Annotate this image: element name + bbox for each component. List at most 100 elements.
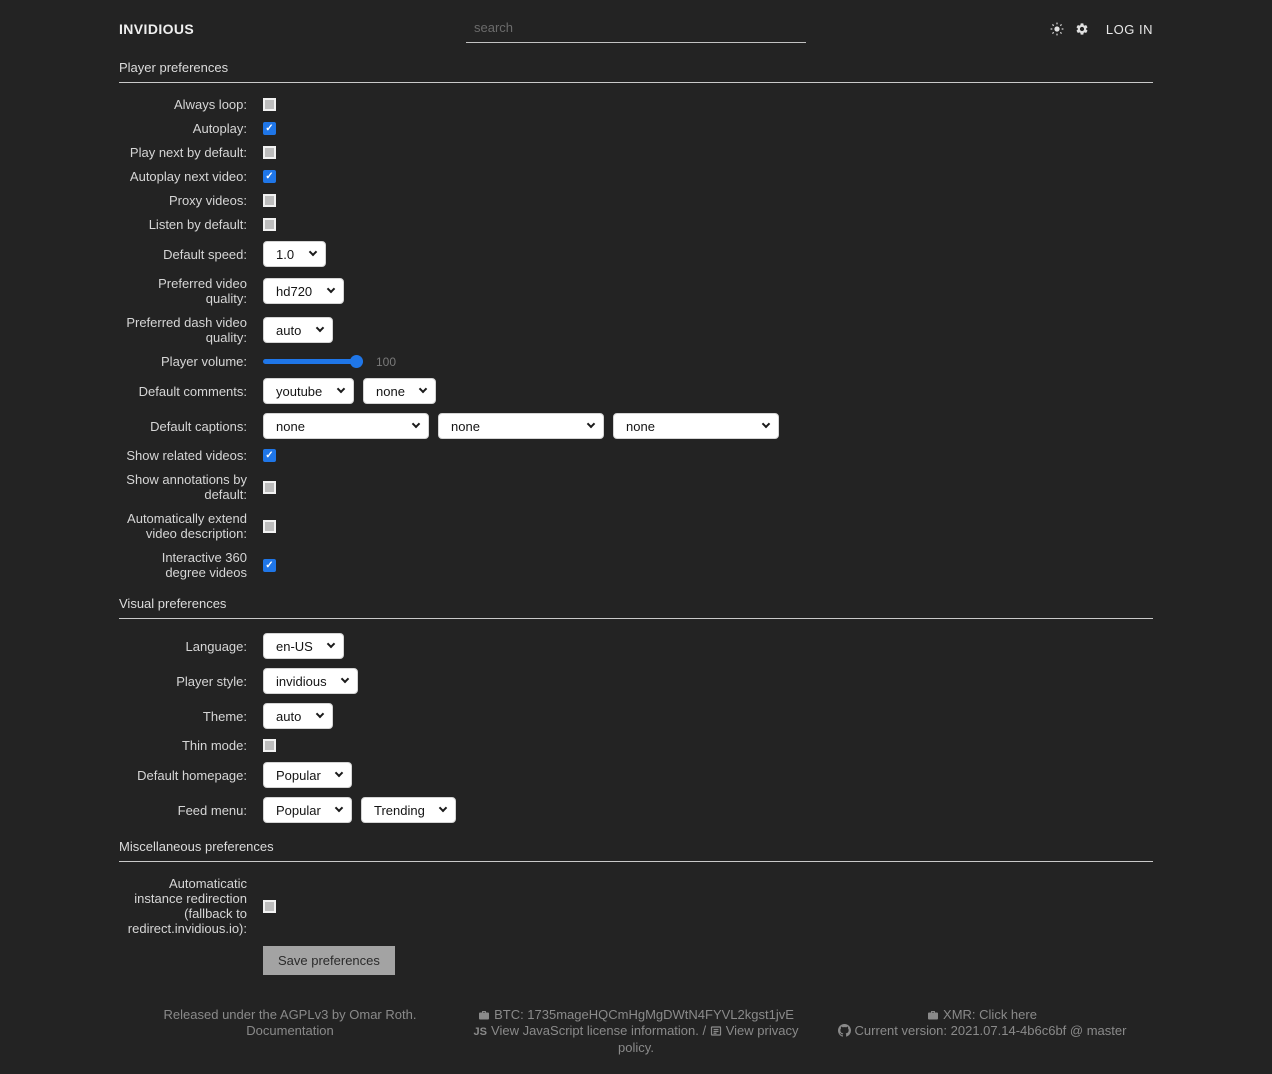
pref-row-save: Save preferences <box>119 946 1153 975</box>
pref-label-annotations: Show annotations by default: <box>126 472 247 502</box>
select-feed-menu[interactable]: Popular <box>263 797 352 823</box>
pref-control-player-style: invidious <box>263 668 367 694</box>
js-license-link[interactable]: View JavaScript license information. <box>491 1022 699 1038</box>
pref-row-language: Language: en-US <box>119 633 1153 659</box>
xmr-icon <box>927 1009 939 1021</box>
select-wrap-default-comments: youtube <box>263 378 354 404</box>
checkbox-always-loop[interactable] <box>263 98 276 111</box>
checkbox-related-videos[interactable]: ✓ <box>263 449 276 462</box>
pref-row-vr-mode: Interactive 360 degree videos ✓ <box>119 550 1153 580</box>
pref-control-automatic-instance-redirect <box>263 899 276 913</box>
select-wrap-preferred-quality: hd720 <box>263 278 344 304</box>
license-text: Released under the AGPLv3 by Omar Roth. <box>163 1007 417 1022</box>
pref-row-thin-mode: Thin mode: <box>119 738 1153 753</box>
pref-label-proxy-videos: Proxy videos: <box>168 193 247 208</box>
checkbox-thin-mode[interactable] <box>263 739 276 752</box>
pref-label-listen-by-default: Listen by default: <box>148 217 247 232</box>
checkbox-play-next[interactable] <box>263 146 276 159</box>
version-link[interactable]: 2021.07.14-4b6c6bf @ master <box>950 1022 1127 1038</box>
select-default-captions[interactable]: none <box>263 413 429 439</box>
sun-icon[interactable] <box>1050 22 1064 36</box>
checkbox-proxy-videos[interactable] <box>263 194 276 207</box>
footer-center: BTC: 1735mageHQCmHgMgDWtN4FYVL2kgst1jvE … <box>461 1007 811 1056</box>
pref-label-default-speed: Default speed: <box>163 246 247 262</box>
pref-control-default-homepage: Popular <box>263 762 361 788</box>
select-preferred-quality[interactable]: hd720 <box>263 278 344 304</box>
pref-control-preferred-dash-quality: auto <box>263 317 342 343</box>
select-default-captions[interactable]: none <box>438 413 604 439</box>
select-default-comments[interactable]: youtube <box>263 378 354 404</box>
select-preferred-dash-quality[interactable]: auto <box>263 317 333 343</box>
pref-row-always-loop: Always loop: <box>119 97 1153 112</box>
pref-control-autoplay: ✓ <box>263 122 276 135</box>
logo[interactable]: INVIDIOUS <box>119 21 195 37</box>
select-wrap-default-speed: 1.0 <box>263 241 326 267</box>
pref-row-default-comments: Default comments: youtube none <box>119 378 1153 404</box>
pref-control-language: en-US <box>263 633 353 659</box>
btc-icon <box>478 1009 490 1021</box>
pref-control-default-comments: youtube none <box>263 378 445 404</box>
save-preferences-button[interactable]: Save preferences <box>263 946 395 975</box>
select-language[interactable]: en-US <box>263 633 344 659</box>
select-wrap-player-style: invidious <box>263 668 358 694</box>
checkbox-annotations[interactable] <box>263 480 276 494</box>
select-player-style[interactable]: invidious <box>263 668 358 694</box>
pref-control-proxy-videos <box>263 194 276 207</box>
pref-control-default-speed: 1.0 <box>263 241 335 267</box>
pref-row-preferred-dash-quality: Preferred dash video quality: auto <box>119 315 1153 345</box>
select-default-captions[interactable]: none <box>613 413 779 439</box>
select-wrap-default-captions: none <box>263 413 429 439</box>
pref-control-player-volume: 100 <box>263 355 396 369</box>
pref-row-automatic-instance-redirect: Automaticatic instance redirection (fall… <box>119 876 1153 936</box>
pref-row-autoplay: Autoplay: ✓ <box>119 121 1153 136</box>
pref-label-vr-mode: Interactive 360 degree videos <box>161 550 247 580</box>
pref-label-default-captions: Default captions: <box>150 418 247 434</box>
footer-separator: / <box>698 1022 710 1038</box>
pref-row-default-homepage: Default homepage: Popular <box>119 762 1153 788</box>
pref-control-feed-menu: Popular Trending <box>263 797 465 823</box>
select-default-comments[interactable]: none <box>363 378 436 404</box>
select-default-speed[interactable]: 1.0 <box>263 241 326 267</box>
checkbox-autoplay-next[interactable]: ✓ <box>263 170 276 183</box>
pref-row-player-style: Player style: invidious <box>119 668 1153 694</box>
pref-label-always-loop: Always loop: <box>174 97 247 112</box>
checkbox-vr-mode[interactable]: ✓ <box>263 558 276 572</box>
checkbox-automatic-instance-redirect[interactable] <box>263 899 276 913</box>
pref-label-extend-description: Automatically extend video description: <box>127 511 247 541</box>
header: INVIDIOUS LOG IN <box>119 14 1153 44</box>
pref-control-always-loop <box>263 98 276 111</box>
checkbox-autoplay[interactable]: ✓ <box>263 122 276 135</box>
pref-label-default-comments: Default comments: <box>138 383 247 399</box>
pref-control-default-captions: none none none <box>263 413 788 439</box>
pref-row-extend-description: Automatically extend video description: <box>119 511 1153 541</box>
select-wrap-default-captions: none <box>438 413 604 439</box>
checkbox-listen-by-default[interactable] <box>263 218 276 231</box>
pref-label-feed-menu: Feed menu: <box>177 802 247 818</box>
select-feed-menu[interactable]: Trending <box>361 797 456 823</box>
section-title: Visual preferences <box>119 596 1153 619</box>
pref-control-listen-by-default <box>263 218 276 231</box>
xmr-link[interactable]: Click here <box>979 1007 1037 1022</box>
pref-label-thin-mode: Thin mode: <box>181 738 247 753</box>
slider-value-label: 100 <box>376 354 397 369</box>
checkbox-extend-description[interactable] <box>263 519 276 533</box>
pref-label-preferred-dash-quality: Preferred dash video quality: <box>126 315 247 345</box>
slider-player-volume[interactable] <box>263 355 363 368</box>
slider-thumb[interactable] <box>350 355 363 368</box>
login-link[interactable]: LOG IN <box>1105 21 1153 37</box>
documentation-link[interactable]: Documentation <box>246 1022 334 1038</box>
pref-row-default-speed: Default speed: 1.0 <box>119 241 1153 267</box>
pref-label-player-style: Player style: <box>176 673 247 689</box>
pref-control-extend-description <box>263 519 276 533</box>
select-wrap-theme: auto <box>263 703 333 729</box>
footer-right: XMR: Click here Current version: 2021.07… <box>811 1007 1153 1056</box>
select-wrap-default-homepage: Popular <box>263 762 352 788</box>
pref-label-autoplay: Autoplay: <box>192 121 247 136</box>
pref-label-player-volume: Player volume: <box>161 354 247 369</box>
select-default-homepage[interactable]: Popular <box>263 762 352 788</box>
select-theme[interactable]: auto <box>263 703 333 729</box>
search-input[interactable] <box>466 15 806 43</box>
pref-control-play-next <box>263 146 276 159</box>
gear-icon[interactable] <box>1075 22 1089 36</box>
select-wrap-language: en-US <box>263 633 344 659</box>
